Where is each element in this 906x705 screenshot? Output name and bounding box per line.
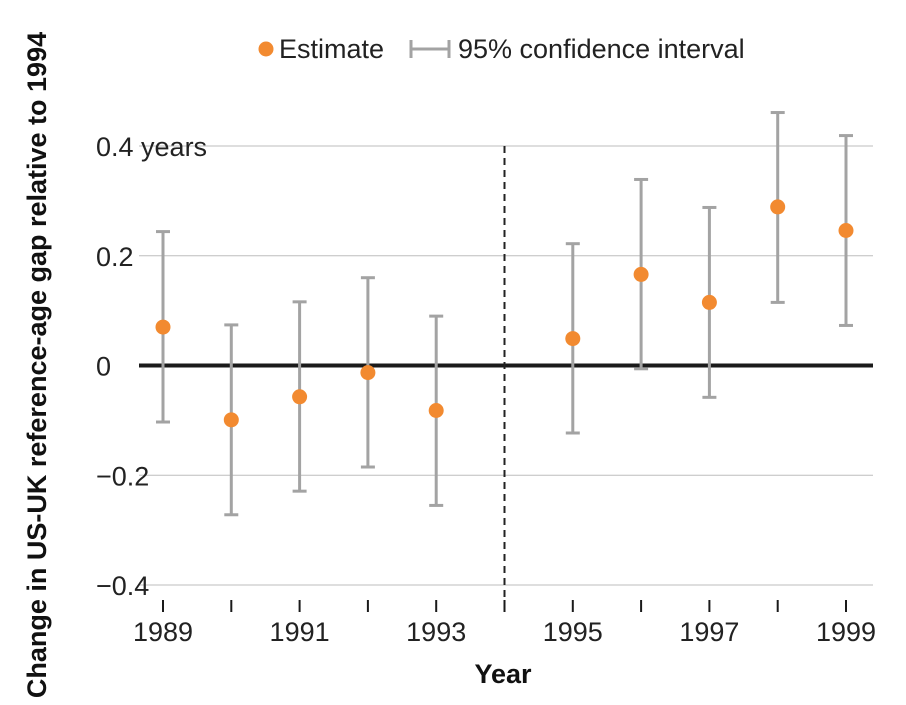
reference-lines xyxy=(139,146,873,608)
legend: Estimate 95% confidence interval xyxy=(258,34,745,64)
y-tick-label: 0.2 xyxy=(96,242,134,272)
estimate-point xyxy=(360,365,376,381)
estimate-point xyxy=(701,294,717,310)
estimate-point xyxy=(428,402,444,418)
legend-estimate-label: Estimate xyxy=(279,34,384,64)
estimate-point xyxy=(770,199,786,215)
x-axis-title: Year xyxy=(474,659,532,689)
gridlines xyxy=(139,145,873,586)
y-tick-label: −0.2 xyxy=(96,461,149,491)
x-tick-label: 1999 xyxy=(816,617,876,647)
y-tick-labels: −0.4 −0.2 0 0.2 0.4 years xyxy=(96,132,207,601)
legend-ci-marker xyxy=(409,40,451,58)
y-tick-label: −0.4 xyxy=(96,571,149,601)
estimate-point xyxy=(223,412,239,428)
estimate-point xyxy=(155,319,171,335)
estimate-point xyxy=(838,223,854,239)
legend-ci-label: 95% confidence interval xyxy=(458,34,745,64)
x-tick-label: 1993 xyxy=(406,617,466,647)
y-axis-title: Change in US-UK reference-age gap relati… xyxy=(22,32,52,698)
legend-estimate-marker xyxy=(258,41,274,57)
estimate-point xyxy=(292,389,308,405)
x-tick-label: 1991 xyxy=(270,617,330,647)
x-tick-label: 1989 xyxy=(133,617,193,647)
y-tick-label: 0 xyxy=(96,352,111,382)
estimate-point xyxy=(633,266,649,282)
estimate-point xyxy=(565,331,581,347)
y-tick-label: 0.4 years xyxy=(96,132,207,162)
x-axis: 1989 1991 1993 1995 1997 1999 xyxy=(133,600,876,647)
x-tick-label: 1997 xyxy=(679,617,739,647)
estimate-points xyxy=(155,199,854,428)
x-tick-label: 1995 xyxy=(543,617,603,647)
